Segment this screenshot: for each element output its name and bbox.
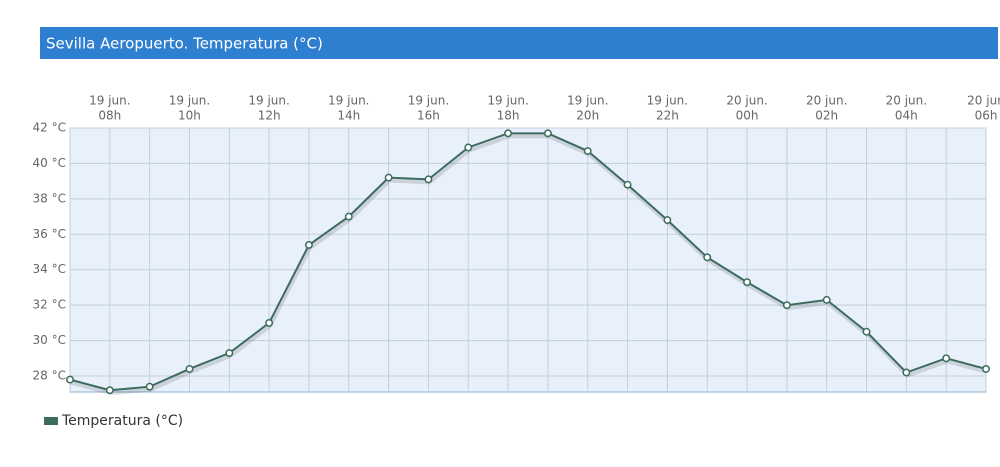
- x-tick-label: 06h: [975, 109, 998, 123]
- x-tick-label: 19 jun.: [567, 94, 608, 108]
- x-tick-label: 20 jun: [967, 94, 1000, 108]
- x-tick-label: 12h: [258, 109, 281, 123]
- title-bar: [40, 27, 998, 59]
- y-tick-label: 32 °C: [33, 298, 66, 312]
- x-tick-label: 22h: [656, 109, 679, 123]
- point: [344, 212, 353, 221]
- x-tick-label: 18h: [497, 109, 520, 123]
- x-tick-label: 08h: [98, 109, 121, 123]
- point: [185, 365, 194, 373]
- y-tick-label: 40 °C: [33, 156, 66, 170]
- point: [743, 278, 751, 287]
- x-tick-label: 19 jun.: [487, 94, 528, 108]
- chart-title: Sevilla Aeropuerto. Temperatura (°C): [46, 35, 323, 53]
- y-tick-label: 42 °C: [33, 121, 66, 135]
- x-tick-label: 19 jun.: [169, 94, 210, 108]
- point: [663, 216, 672, 225]
- point: [703, 253, 712, 262]
- y-tick-label: 38 °C: [33, 191, 66, 205]
- point: [822, 295, 831, 304]
- x-tick-label: 00h: [736, 109, 759, 123]
- x-tick-label: 19 jun.: [408, 94, 449, 108]
- point: [862, 327, 871, 336]
- x-tick-label: 19 jun.: [328, 94, 369, 108]
- y-tick-label: 34 °C: [33, 262, 66, 276]
- x-tick-label: 19 jun.: [89, 94, 130, 108]
- point: [504, 129, 513, 138]
- point: [384, 173, 393, 182]
- y-tick-label: 30 °C: [33, 333, 66, 347]
- point: [623, 180, 632, 189]
- x-tick-label: 19 jun.: [647, 94, 688, 108]
- point: [782, 301, 791, 310]
- point: [902, 368, 911, 377]
- point: [982, 365, 990, 373]
- x-tick-label: 14h: [337, 109, 360, 123]
- point: [265, 318, 274, 327]
- x-tick-label: 20 jun.: [886, 94, 927, 108]
- x-tick-label: 10h: [178, 109, 201, 123]
- point: [583, 147, 592, 155]
- y-tick-label: 28 °C: [33, 369, 66, 383]
- x-tick-label: 19 jun.: [248, 94, 289, 108]
- point: [305, 240, 313, 249]
- point: [464, 143, 473, 152]
- point: [105, 386, 114, 395]
- point: [543, 129, 552, 138]
- legend-label: Temperatura (°C): [61, 413, 183, 429]
- x-tick-label: 04h: [895, 109, 918, 123]
- x-tick-label: 20 jun.: [806, 94, 847, 108]
- x-tick-label: 20h: [576, 109, 599, 123]
- plot-area: [69, 127, 987, 393]
- x-tick-label: 02h: [815, 109, 838, 123]
- series-line: [69, 132, 987, 392]
- point: [66, 375, 74, 384]
- point: [225, 349, 234, 357]
- point: [942, 354, 951, 363]
- point: [424, 175, 433, 184]
- line-shadow: [70, 134, 988, 396]
- y-tick-label: 36 °C: [33, 227, 66, 241]
- point: [145, 382, 154, 391]
- legend-swatch: [44, 417, 58, 425]
- x-tick-label: 20 jun.: [726, 94, 767, 108]
- x-tick-label: 16h: [417, 109, 440, 123]
